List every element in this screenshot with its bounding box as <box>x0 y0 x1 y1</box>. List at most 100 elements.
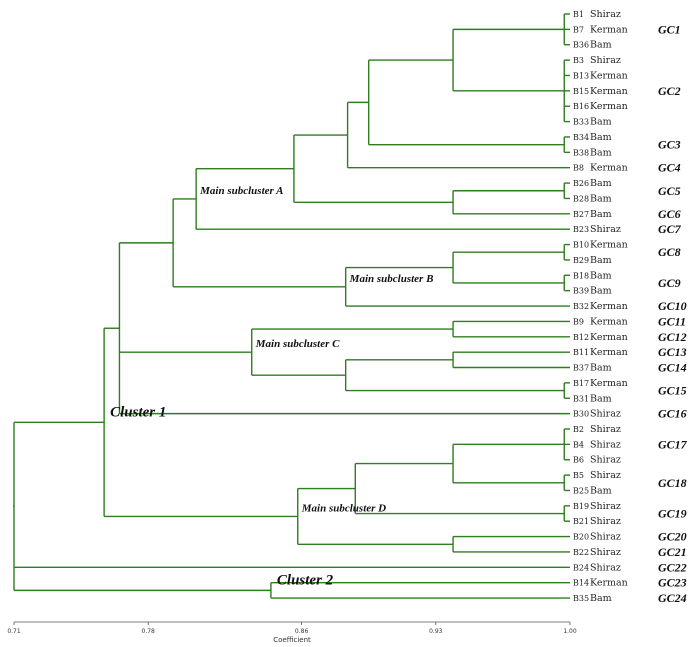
x-axis-tick-label: 0.78 <box>142 628 156 635</box>
leaf-code: B3 <box>573 56 584 65</box>
leaf-code: B16 <box>573 102 589 111</box>
leaf-city: Kerman <box>590 163 628 174</box>
x-axis-tick-label: 0.86 <box>295 628 309 635</box>
leaf-city: Kerman <box>590 86 628 97</box>
leaf-code: B38 <box>573 148 589 157</box>
group-label: GC18 <box>658 476 687 490</box>
leaf-code: B4 <box>573 440 584 449</box>
group-label: GC24 <box>658 591 687 605</box>
leaf-city: Kerman <box>590 378 628 389</box>
leaf-city: Bam <box>590 178 612 189</box>
group-labels: GC1GC2GC3GC4GC5GC6GC7GC8GC9GC10GC11GC12G… <box>658 22 688 605</box>
leaf-code: B33 <box>573 118 589 127</box>
group-label: GC22 <box>658 560 687 574</box>
leaf-city: Kerman <box>590 316 628 327</box>
leaf-code: B34 <box>573 133 589 142</box>
x-axis-label: Coefficient <box>273 636 311 644</box>
group-label: GC1 <box>658 22 681 36</box>
leaf-code: B22 <box>573 548 589 557</box>
group-label: GC19 <box>658 507 687 521</box>
leaf-code: B13 <box>573 71 589 80</box>
leaf-code: B12 <box>573 333 589 342</box>
leaf-code: B30 <box>573 410 589 419</box>
leaf-city: Bam <box>590 117 612 128</box>
leaf-code: B28 <box>573 194 589 203</box>
leaf-city: Shiraz <box>590 424 621 435</box>
leaf-code: B9 <box>573 317 584 326</box>
subcluster-label: Main subcluster C <box>255 338 340 350</box>
leaf-city: Shiraz <box>590 9 621 20</box>
leaf-code: B21 <box>573 517 589 526</box>
leaf-code: B24 <box>573 563 589 572</box>
group-label: GC5 <box>658 184 681 198</box>
leaf-city: Shiraz <box>590 455 621 466</box>
group-label: GC20 <box>658 530 687 544</box>
leaf-city: Bam <box>590 286 612 297</box>
leaf-code: B5 <box>573 471 584 480</box>
leaf-city: Bam <box>590 255 612 266</box>
group-label: GC23 <box>658 576 687 590</box>
leaf-code: B6 <box>573 456 584 465</box>
cluster-label: Cluster 2 <box>277 572 334 588</box>
leaf-city: Bam <box>590 147 612 158</box>
leaf-city: Shiraz <box>590 562 621 573</box>
leaf-code: B15 <box>573 87 589 96</box>
leaf-city: Shiraz <box>590 501 621 512</box>
group-label: GC11 <box>658 314 686 328</box>
leaf-city: Shiraz <box>590 55 621 66</box>
group-label: GC21 <box>658 545 687 559</box>
leaf-city: Bam <box>590 363 612 374</box>
leaf-city: Shiraz <box>590 516 621 527</box>
group-label: GC2 <box>658 84 681 98</box>
group-label: GC8 <box>658 245 681 259</box>
subcluster-label: Main subcluster B <box>349 273 434 285</box>
leaf-code: B20 <box>573 533 589 542</box>
leaf-code: B19 <box>573 502 589 511</box>
dendrogram-branches <box>13 13 570 599</box>
group-label: GC15 <box>658 384 687 398</box>
leaf-code: B32 <box>573 302 589 311</box>
group-label: GC17 <box>658 437 688 451</box>
leaf-code: B14 <box>573 579 589 588</box>
group-label: GC14 <box>658 361 687 375</box>
leaf-city: Kerman <box>590 332 628 343</box>
leaf-code: B8 <box>573 164 584 173</box>
leaf-code: B2 <box>573 425 584 434</box>
leaf-city: Kerman <box>590 578 628 589</box>
leaf-code: B17 <box>573 379 589 388</box>
x-axis-tick-label: 0.71 <box>7 628 21 635</box>
leaf-city: Bam <box>590 485 612 496</box>
leaf-city: Bam <box>590 270 612 281</box>
leaf-code: B35 <box>573 594 589 603</box>
leaf-city: Kerman <box>590 101 628 112</box>
x-axis: 0.71 0.78 0.86 0.93 1.00 Coefficient <box>7 621 577 644</box>
leaf-city: Kerman <box>590 347 628 358</box>
leaf-city: Bam <box>590 132 612 143</box>
group-label: GC12 <box>658 330 687 344</box>
leaf-code: B37 <box>573 364 589 373</box>
leaf-city: Bam <box>590 40 612 51</box>
leaf-code: B23 <box>573 225 589 234</box>
group-label: GC9 <box>658 276 681 290</box>
leaf-city: Shiraz <box>590 439 621 450</box>
group-label: GC13 <box>658 345 687 359</box>
group-label: GC16 <box>658 407 687 421</box>
x-axis-tick-label: 0.93 <box>429 628 443 635</box>
leaf-code: B36 <box>573 41 589 50</box>
leaf-code: B27 <box>573 210 589 219</box>
group-label: GC6 <box>658 207 681 221</box>
subcluster-label: Main subcluster D <box>301 502 386 514</box>
leaf-city: Bam <box>590 593 612 604</box>
leaf-code: B18 <box>573 271 589 280</box>
leaf-city: Shiraz <box>590 224 621 235</box>
leaf-city: Kerman <box>590 301 628 312</box>
leaf-city: Bam <box>590 393 612 404</box>
group-label: GC10 <box>658 299 687 313</box>
leaf-code: B31 <box>573 394 589 403</box>
leaf-code: B11 <box>573 348 589 357</box>
leaf-code: B26 <box>573 179 589 188</box>
leaf-city: Bam <box>590 209 612 220</box>
leaf-city: Kerman <box>590 70 628 81</box>
leaf-city: Shiraz <box>590 532 621 543</box>
